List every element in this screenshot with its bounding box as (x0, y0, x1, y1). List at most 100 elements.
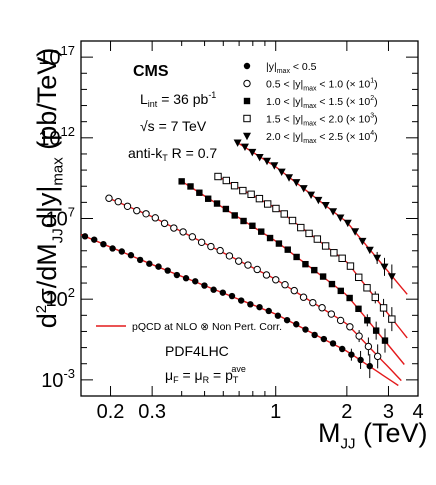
data-point (127, 252, 135, 259)
data-point (233, 139, 242, 147)
x-tick-label: 3 (383, 401, 394, 423)
data-point (258, 228, 265, 235)
data-point (297, 223, 305, 232)
plot-frame (80, 40, 419, 397)
data-point (219, 289, 227, 296)
data-point (160, 219, 169, 228)
data-point (214, 172, 222, 181)
data-point (196, 189, 203, 196)
data-point (240, 143, 249, 151)
data-point (302, 326, 309, 333)
data-point (247, 301, 254, 308)
data-point (155, 263, 162, 270)
data-point (265, 307, 272, 315)
data-point (178, 178, 185, 185)
data-point (118, 248, 125, 255)
data-point (348, 351, 355, 358)
theory-curves (80, 142, 408, 387)
axis-ticks (81, 40, 419, 397)
data-point (192, 278, 199, 285)
data-point (358, 237, 367, 246)
legend-label: |y|max < 0.5 (266, 61, 317, 75)
data-point (272, 276, 280, 284)
data-point (339, 345, 346, 353)
data-point (290, 286, 298, 295)
data-point (357, 356, 364, 364)
data-point (274, 312, 282, 319)
data-point (380, 263, 389, 272)
data-point (299, 293, 308, 301)
data-point (284, 246, 291, 253)
data-point (100, 240, 107, 248)
data-point (201, 282, 208, 289)
data-point (204, 195, 212, 202)
data-point (222, 176, 230, 185)
data-point (336, 214, 345, 222)
data-point (256, 303, 263, 311)
data-point (188, 233, 197, 241)
data-point (311, 266, 318, 274)
data-point (365, 246, 374, 255)
data-point (302, 260, 309, 268)
data-point (366, 362, 373, 370)
data-point (207, 242, 215, 251)
data-point (123, 202, 132, 210)
data-point (228, 292, 236, 300)
data-point (373, 254, 382, 263)
data-point (387, 273, 396, 281)
data-point (109, 245, 116, 252)
data-point (253, 265, 261, 274)
data-point (309, 298, 317, 307)
data-points (81, 139, 396, 379)
data-point (355, 273, 363, 282)
y-axis-label: d2σ/dMJJd|y|max (pb/TeV) (32, 47, 67, 329)
legend-label: 1.5 < |y|max < 2.0 (× 103) (266, 113, 378, 128)
data-point (329, 208, 338, 216)
data-point (336, 316, 345, 325)
data-point (314, 196, 323, 205)
data-point (231, 212, 238, 219)
data-point (263, 200, 272, 208)
data-point (230, 181, 239, 190)
legend-label: 0.5 < |y|max < 1.0 (× 101) (266, 78, 378, 93)
x-tick-label: 4 (412, 401, 423, 423)
data-point (307, 191, 316, 200)
data-point (239, 186, 247, 195)
data-point (321, 201, 330, 210)
data-point (136, 256, 144, 264)
data-point (213, 200, 221, 207)
data-point (299, 185, 308, 193)
data-point (146, 260, 153, 267)
data-point (248, 148, 257, 157)
data-point (329, 340, 337, 347)
data-point (371, 293, 379, 302)
data-point (249, 222, 256, 229)
data-point (364, 317, 371, 324)
data-point (281, 281, 289, 289)
data-point (247, 190, 255, 198)
data-point (243, 114, 251, 123)
data-point (91, 236, 98, 243)
data-point (255, 194, 264, 203)
data-point (381, 337, 389, 344)
data-point (346, 294, 353, 302)
x-tick-label: 0.3 (138, 401, 166, 423)
tick-labels: 0.2 0.3 1 2 3 4 1017 1012 107 102 10-3 (38, 43, 423, 423)
data-point (173, 271, 181, 279)
data-point (346, 323, 354, 331)
data-point (182, 275, 190, 282)
scale-label: μF = μR = pTave (165, 364, 246, 385)
data-point (328, 280, 336, 288)
data-point (293, 253, 300, 261)
data-point (240, 217, 247, 225)
data-point (343, 219, 352, 228)
data-point (244, 261, 252, 269)
data-point (388, 315, 396, 323)
data-point (164, 267, 171, 274)
data-point (255, 153, 264, 162)
data-point (330, 249, 338, 257)
data-point (292, 179, 301, 187)
data-point (283, 316, 291, 324)
data-point (318, 304, 326, 312)
